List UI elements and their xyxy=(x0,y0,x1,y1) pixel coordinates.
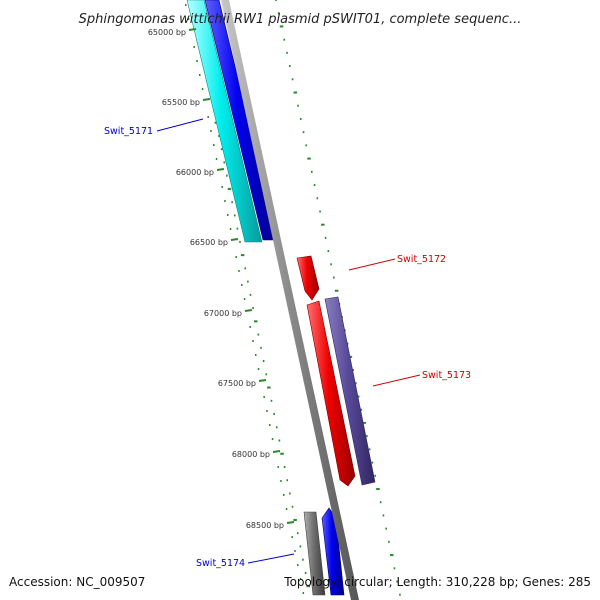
cog-feature-swit-5174[interactable] xyxy=(303,511,326,596)
cds-swit-5172[interactable] xyxy=(296,255,320,301)
accession-text: Accession: NC_009507 xyxy=(9,575,145,589)
scale-tick-label: 65000 bp xyxy=(148,28,186,37)
scale-tick-label: 67000 bp xyxy=(204,309,242,318)
scale-tick-mark xyxy=(272,450,281,453)
scale-tick-label: 67500 bp xyxy=(218,379,256,388)
leader-line-swit-5174 xyxy=(247,553,295,564)
cds-swit-5174[interactable] xyxy=(321,507,345,596)
plasmid-backbone xyxy=(221,0,359,600)
map-title: Sphingomonas wittichii RW1 plasmid pSWIT… xyxy=(79,12,522,27)
gene-label-swit-5174[interactable]: Swit_5174 xyxy=(196,558,245,569)
scale-tick-mark xyxy=(258,379,267,382)
scale-ticks: 65000 bp 65500 bp 66000 bp 66500 bp 67000 bp… xyxy=(148,4,305,594)
scale-tick-mark xyxy=(230,238,239,241)
scale-tick-label: 65500 bp xyxy=(162,98,200,107)
gene-label-swit-5173[interactable]: Swit_5173 xyxy=(422,370,471,381)
cds-swit-5173[interactable] xyxy=(306,300,356,487)
leader-line-swit-5172 xyxy=(348,258,396,271)
cog-feature-swit-5173[interactable] xyxy=(324,296,376,486)
topology-text: Topology: circular; Length: 310,228 bp; … xyxy=(283,575,591,589)
scale-tick-label: 66000 bp xyxy=(176,168,214,177)
scale-tick-label: 68500 bp xyxy=(246,521,284,530)
leader-line-swit-5171 xyxy=(156,118,204,132)
scale-tick-label: 66500 bp xyxy=(190,238,228,247)
cog-feature-swit-5171[interactable] xyxy=(186,0,263,243)
scale-tick-mark xyxy=(286,521,295,524)
scale-tick-mark xyxy=(202,98,211,101)
scale-tick-label: 68000 bp xyxy=(232,450,270,459)
gene-label-swit-5172[interactable]: Swit_5172 xyxy=(397,254,446,265)
scale-tick-mark xyxy=(188,28,197,31)
scale-tick-mark xyxy=(216,168,225,171)
leader-line-swit-5173 xyxy=(372,374,421,387)
scale-tick-mark xyxy=(244,309,253,312)
gene-label-swit-5171[interactable]: Swit_5171 xyxy=(104,126,153,137)
